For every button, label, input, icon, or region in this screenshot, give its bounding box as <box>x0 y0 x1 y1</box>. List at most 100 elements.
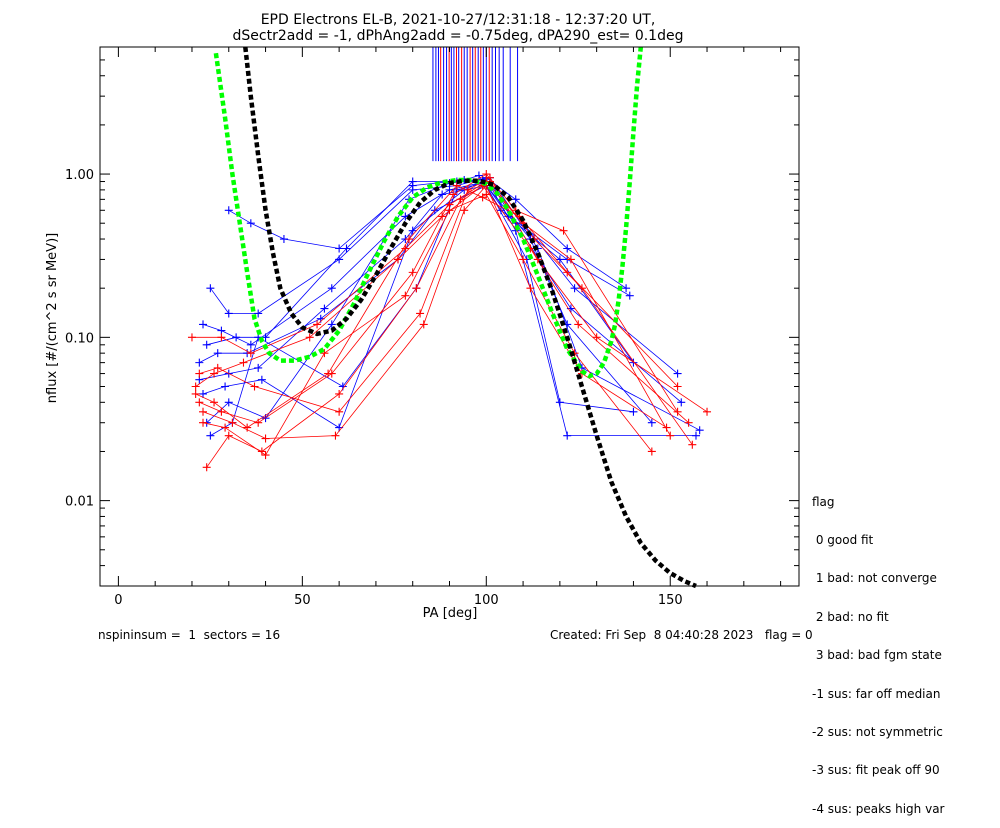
flux-point-marker <box>210 369 219 378</box>
y-tick-label: 0.10 <box>65 331 94 346</box>
y-axis-label: nflux [#/(cm^2 s sr MeV)] <box>45 233 60 403</box>
flux-point-marker <box>224 431 233 440</box>
flux-point-marker <box>445 206 454 215</box>
flux-point-marker <box>246 340 255 349</box>
flux-point-marker <box>405 235 414 244</box>
legend-entry: 3 bad: bad fgm state <box>812 648 942 663</box>
flux-point-marker <box>206 284 215 293</box>
legend-title: flag <box>812 494 835 509</box>
flux-point-marker <box>195 398 204 407</box>
flux-point-marker <box>305 333 314 342</box>
flux-point-marker <box>217 333 226 342</box>
flux-point-marker <box>629 407 638 416</box>
flux-curve <box>210 181 682 436</box>
chart-title-line2: dSectr2add = -1, dPhAng2add = -0.75deg, … <box>233 28 684 44</box>
flux-curve <box>199 185 653 423</box>
flux-point-marker <box>195 358 204 367</box>
flux-point-marker <box>261 451 270 460</box>
flux-point-marker <box>335 244 344 253</box>
flux-point-marker <box>412 284 421 293</box>
flux-point-marker <box>647 447 656 456</box>
flux-point-marker <box>202 340 211 349</box>
flux-point-marker <box>206 431 215 440</box>
flux-point-marker <box>677 398 686 407</box>
flux-point-marker <box>254 309 263 318</box>
flux-point-marker <box>673 382 682 391</box>
flux-point-marker <box>456 195 465 204</box>
flux-point-marker <box>199 320 208 329</box>
flux-point-marker <box>555 255 564 264</box>
y-tick-label: 0.01 <box>65 495 94 510</box>
flux-point-marker <box>199 418 208 427</box>
flux-point-marker <box>221 423 230 432</box>
flux-point-marker <box>478 193 487 202</box>
flux-point-marker <box>187 333 196 342</box>
flux-point-marker <box>221 382 230 391</box>
flux-point-marker <box>485 173 494 182</box>
flux-point-marker <box>566 255 575 264</box>
flux-point-marker <box>666 431 675 440</box>
flux-point-marker <box>257 375 266 384</box>
flux-point-marker <box>243 423 252 432</box>
flux-curve <box>199 177 708 413</box>
flux-point-marker <box>335 407 344 416</box>
flux-curve <box>206 180 693 468</box>
flux-point-marker <box>574 320 583 329</box>
flux-curve <box>202 184 667 439</box>
flux-point-marker <box>511 195 520 204</box>
flux-point-marker <box>647 418 656 427</box>
y-tick-label: 1.00 <box>65 168 94 183</box>
legend-entry: 0 good fit <box>812 532 874 547</box>
flux-point-marker <box>239 358 248 367</box>
flux-curve <box>199 185 634 413</box>
flux-point-marker <box>416 309 425 318</box>
fit-curve-green <box>213 46 644 379</box>
flag-legend: flag 0 good fit 1 bad: not converge 2 ba… <box>812 470 944 828</box>
flux-point-marker <box>217 407 226 416</box>
chart-title-line1: EPD Electrons EL-B, 2021-10-27/12:31:18 … <box>261 12 656 28</box>
flux-point-marker <box>673 369 682 378</box>
flux-point-marker <box>563 431 572 440</box>
flux-point-marker <box>482 170 491 179</box>
flux-point-marker <box>320 349 329 358</box>
flux-point-marker <box>213 363 222 372</box>
legend-entry: -3 sus: fit peak off 90 <box>812 763 940 778</box>
flux-point-marker <box>261 434 270 443</box>
flux-curve <box>206 178 696 437</box>
flux-curve <box>202 193 653 456</box>
flux-point-marker <box>250 382 259 391</box>
legend-entry: 1 bad: not converge <box>812 571 937 586</box>
flux-point-marker <box>191 382 200 391</box>
flux-point-marker <box>210 398 219 407</box>
flux-point-marker <box>526 284 535 293</box>
flux-point-marker <box>408 268 417 277</box>
flux-point-marker <box>213 349 222 358</box>
flux-point-marker <box>452 181 461 190</box>
flux-curve <box>199 173 678 424</box>
footer-settings: nspininsum = 1 sectors = 16 <box>98 628 281 642</box>
x-tick-label: 0 <box>114 593 122 608</box>
footer-created: Created: Fri Sep 8 04:40:28 2023 flag = … <box>550 628 813 642</box>
flux-point-marker <box>592 333 601 342</box>
flux-point-marker <box>691 431 700 440</box>
x-tick-label: 50 <box>294 593 311 608</box>
flux-point-marker <box>673 407 682 416</box>
flux-point-marker <box>563 268 572 277</box>
flux-point-marker <box>279 235 288 244</box>
legend-entry: -1 sus: far off median <box>812 686 941 701</box>
flux-point-marker <box>474 171 483 180</box>
flux-point-marker <box>195 369 204 378</box>
x-tick-label: 150 <box>658 593 683 608</box>
flux-point-marker <box>199 389 208 398</box>
flux-point-marker <box>419 320 428 329</box>
flux-point-marker <box>570 284 579 293</box>
flux-point-marker <box>327 284 336 293</box>
flux-point-marker <box>688 440 697 449</box>
flux-point-marker <box>703 407 712 416</box>
chart-canvas: EPD Electrons EL-B, 2021-10-27/12:31:18 … <box>45 12 800 621</box>
flux-curve <box>192 180 671 436</box>
flux-point-marker <box>335 389 344 398</box>
flux-curve <box>195 185 678 429</box>
flux-point-marker <box>559 226 568 235</box>
flux-point-marker <box>629 358 638 367</box>
